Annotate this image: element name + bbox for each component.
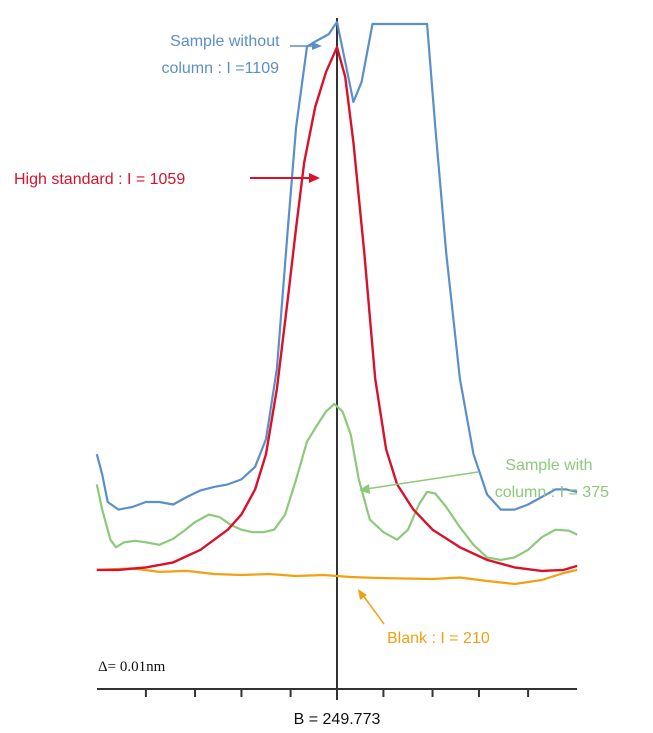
label-high-standard: High standard : I = 1059 [14, 171, 185, 188]
arrow-blank [361, 593, 385, 625]
label-sample-without-column-line2: column : I =1109 [161, 60, 279, 77]
scale-note: Δ= 0.01nm [98, 659, 166, 675]
arrow-sample-with-column [365, 471, 479, 490]
label-sample-without-column-line1: Sample without [170, 33, 280, 50]
series-blank [96, 567, 578, 586]
label-sample-without-column: Sample without column : I =1109 [161, 33, 284, 77]
label-blank: Blank : I = 210 [387, 630, 490, 647]
series-sample-without-column [95, 20, 578, 511]
label-sample-with-column-line1: Sample with [505, 457, 592, 474]
label-sample-with-column-line2: column : I = 375 [495, 484, 609, 501]
arrowhead-high-standard [309, 173, 320, 183]
center-label: B = 249.773 [294, 711, 381, 728]
series-sample-with-column [95, 402, 578, 561]
series-layer [95, 20, 578, 586]
arrowhead-sample-without-column [312, 42, 322, 50]
series-high-standard [96, 46, 578, 573]
arrowhead-blank [358, 589, 367, 600]
x-ticks [144, 689, 530, 697]
label-arrows [250, 42, 479, 625]
label-sample-with-column: Sample with column : I = 375 [495, 457, 609, 501]
arrowhead-sample-with-column [359, 484, 370, 494]
